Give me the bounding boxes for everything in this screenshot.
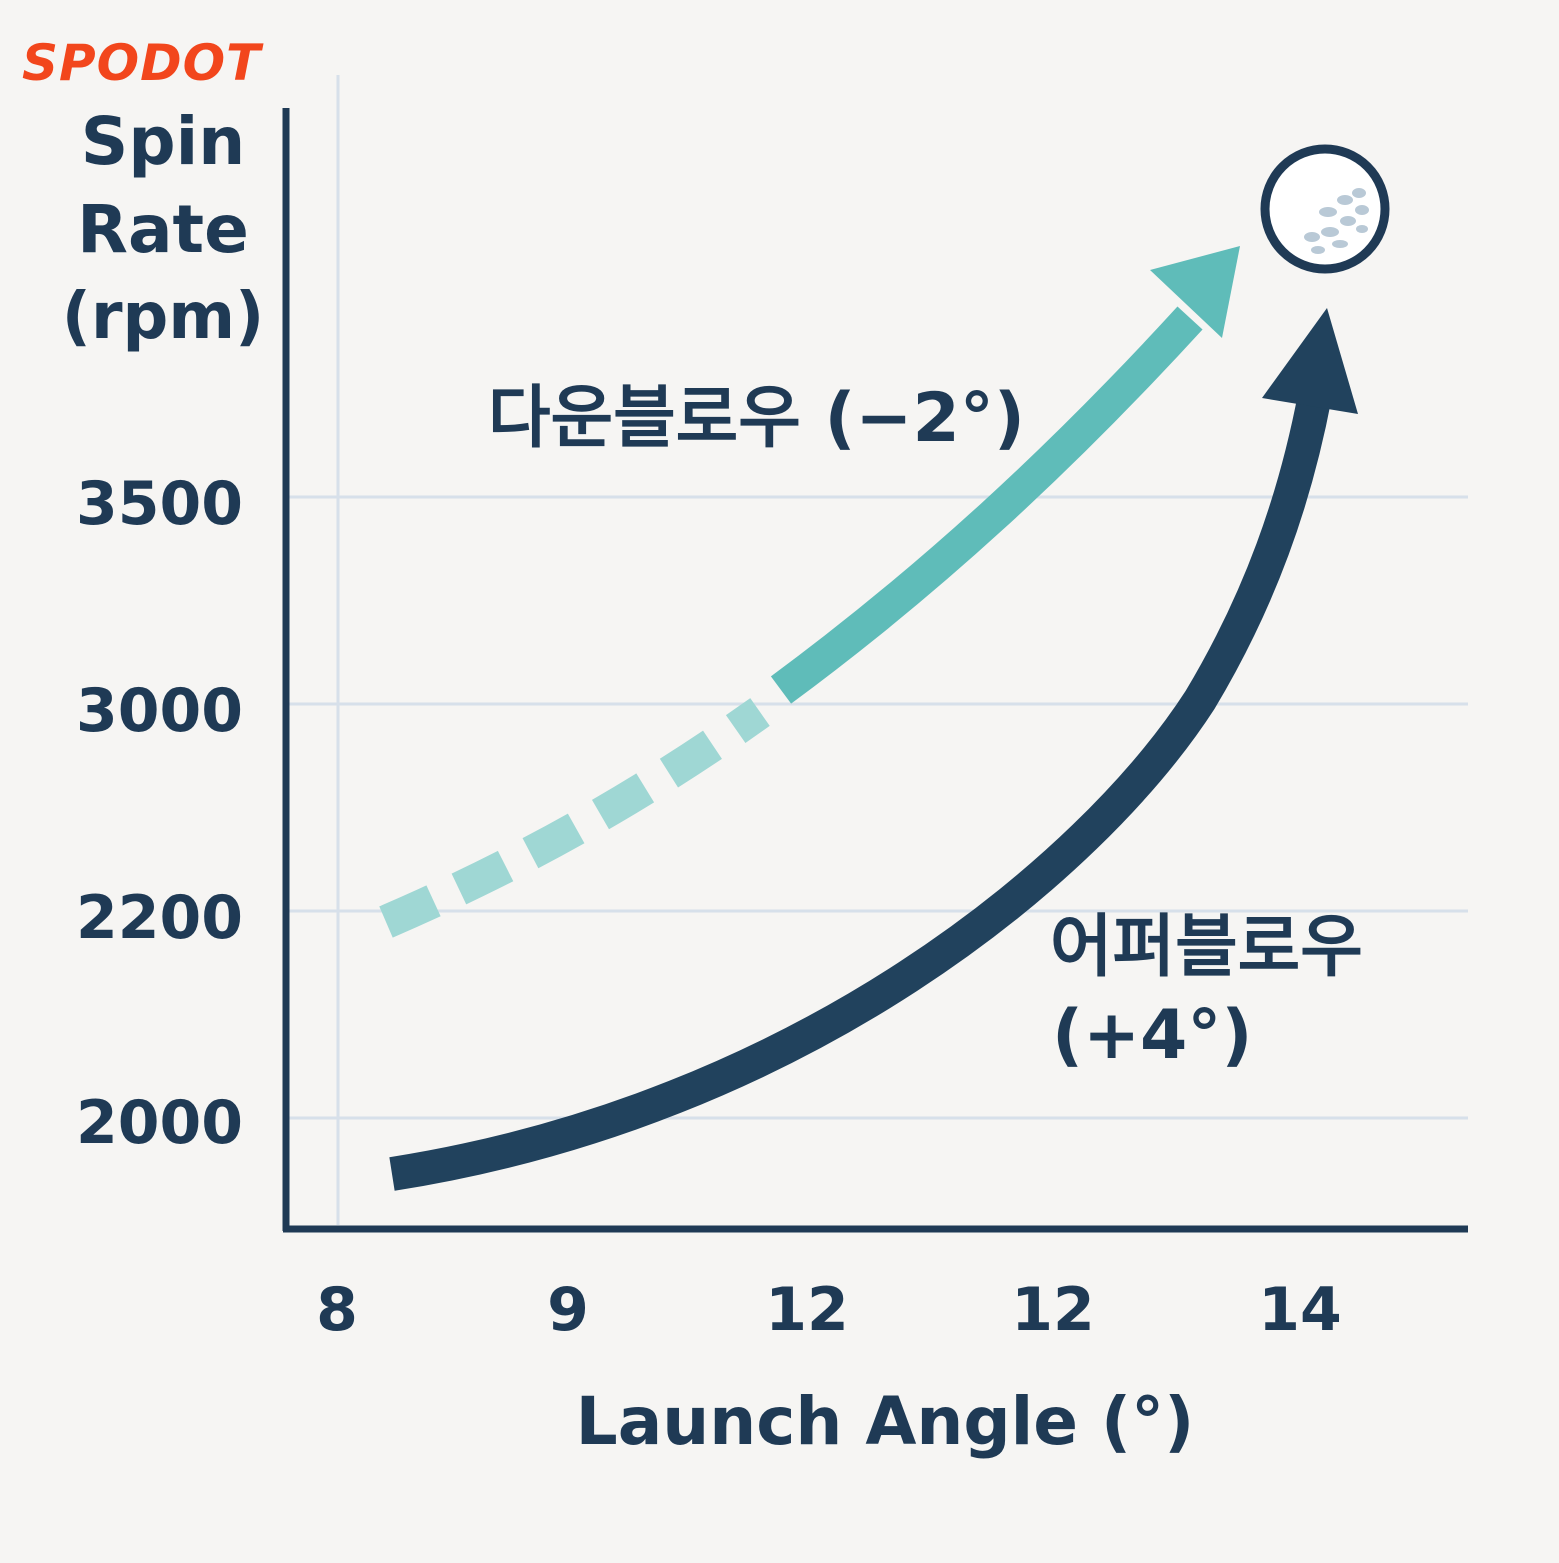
x-axis-title: Launch Angle (°)	[576, 1383, 1195, 1460]
y-tick-label: 2200	[76, 883, 243, 953]
y-tick-label: 3000	[76, 676, 243, 746]
x-tick-label: 9	[547, 1275, 589, 1345]
upblow-label-line-1: 어퍼블로우	[1050, 908, 1363, 987]
upblow-line	[389, 391, 1332, 1191]
y-tick-label: 3500	[76, 469, 243, 539]
downblow-label: 다운블로우 (−2°)	[488, 379, 1025, 458]
series-upblow	[389, 308, 1358, 1191]
x-tick-label: 8	[316, 1275, 358, 1345]
x-tick-label: 12	[765, 1275, 849, 1345]
y-axis-title: Spin Rate (rpm)	[62, 103, 265, 354]
y-tick-label: 2000	[76, 1088, 243, 1158]
y-axis-title-line-3: (rpm)	[62, 280, 265, 354]
brand-logo: SPODOT	[22, 34, 264, 92]
downblow-arrowhead	[1150, 246, 1240, 338]
x-tick-label: 14	[1258, 1275, 1342, 1345]
y-axis-title-line-1: Spin	[81, 103, 245, 180]
x-tick-label: 12	[1011, 1275, 1095, 1345]
upblow-arrowhead	[1262, 308, 1358, 414]
downblow-solid-segment	[770, 306, 1203, 704]
y-tick-labels: 3500 3000 2200 2000	[76, 469, 243, 1158]
series-downblow	[379, 246, 1240, 938]
golf-ball-icon	[1260, 144, 1390, 274]
y-axis-title-line-2: Rate	[77, 191, 249, 268]
horizontal-gridlines	[287, 495, 1468, 1120]
downblow-dashed-segment	[379, 698, 770, 938]
x-tick-labels: 8 9 12 12 14	[316, 1275, 1342, 1345]
upblow-label-line-2: (+4°)	[1052, 996, 1252, 1075]
